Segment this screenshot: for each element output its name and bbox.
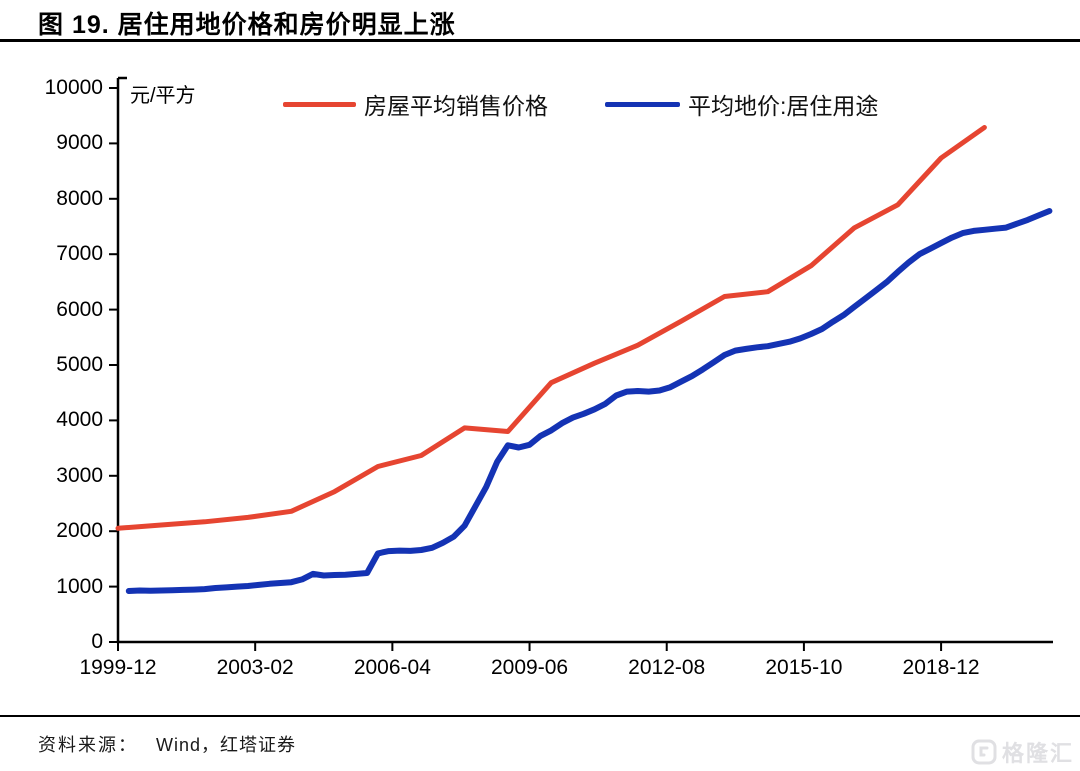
y-tick-label: 7000 (56, 242, 103, 266)
house-price-line-swatch (283, 101, 356, 107)
axis-lines (116, 76, 1053, 644)
source-value: Wind，红塔证券 (156, 735, 297, 755)
x-tick-label: 2006-04 (353, 656, 431, 679)
y-tick-label: 8000 (56, 186, 103, 210)
legend-label-land-price: 平均地价:居住用途 (688, 93, 879, 119)
legend-label-house-price: 房屋平均销售价格 (364, 93, 548, 119)
land-price-line-swatch (605, 101, 680, 107)
x-tick-label: 1999-12 (79, 656, 157, 679)
legend-item-land-price: 平均地价:居住用途 (605, 90, 879, 119)
x-tick-label: 2018-12 (902, 656, 980, 679)
land-price-line (125, 208, 1053, 594)
y-tick-label: 10000 (44, 76, 103, 99)
y-tick-label: 2000 (56, 519, 103, 543)
figure-title: 图 19. 居住用地价格和房价明显上涨 (38, 11, 456, 39)
x-tick-label: 2003-02 (216, 656, 294, 679)
source-label: 资料来源： (38, 735, 138, 755)
y-axis-unit-label: 元/平方 (130, 85, 196, 107)
x-tick-label: 2015-10 (765, 656, 843, 679)
house-price-line (115, 125, 987, 531)
y-tick-label: 6000 (56, 297, 103, 321)
x-tick-label: 2009-06 (490, 656, 569, 679)
y-tick-label: 4000 (56, 408, 103, 432)
bottom-divider (0, 715, 1080, 717)
y-tick-label: 9000 (56, 131, 103, 155)
gelonghui-logo-icon (971, 739, 997, 765)
y-tick-label: 1000 (56, 574, 103, 598)
watermark-text: 格隆汇 (1001, 741, 1074, 766)
legend-item-house-price: 房屋平均销售价格 (283, 90, 548, 119)
x-tick-label: 2012-08 (628, 656, 706, 679)
y-tick-label: 3000 (56, 463, 103, 487)
data-source-note: 资料来源： Wind，红塔证券 (38, 731, 296, 757)
y-tick-label: 0 (91, 630, 103, 653)
y-tick-label: 5000 (56, 353, 103, 376)
gelonghui-watermark: 格隆汇 (971, 736, 1074, 768)
top-divider (0, 39, 1080, 42)
